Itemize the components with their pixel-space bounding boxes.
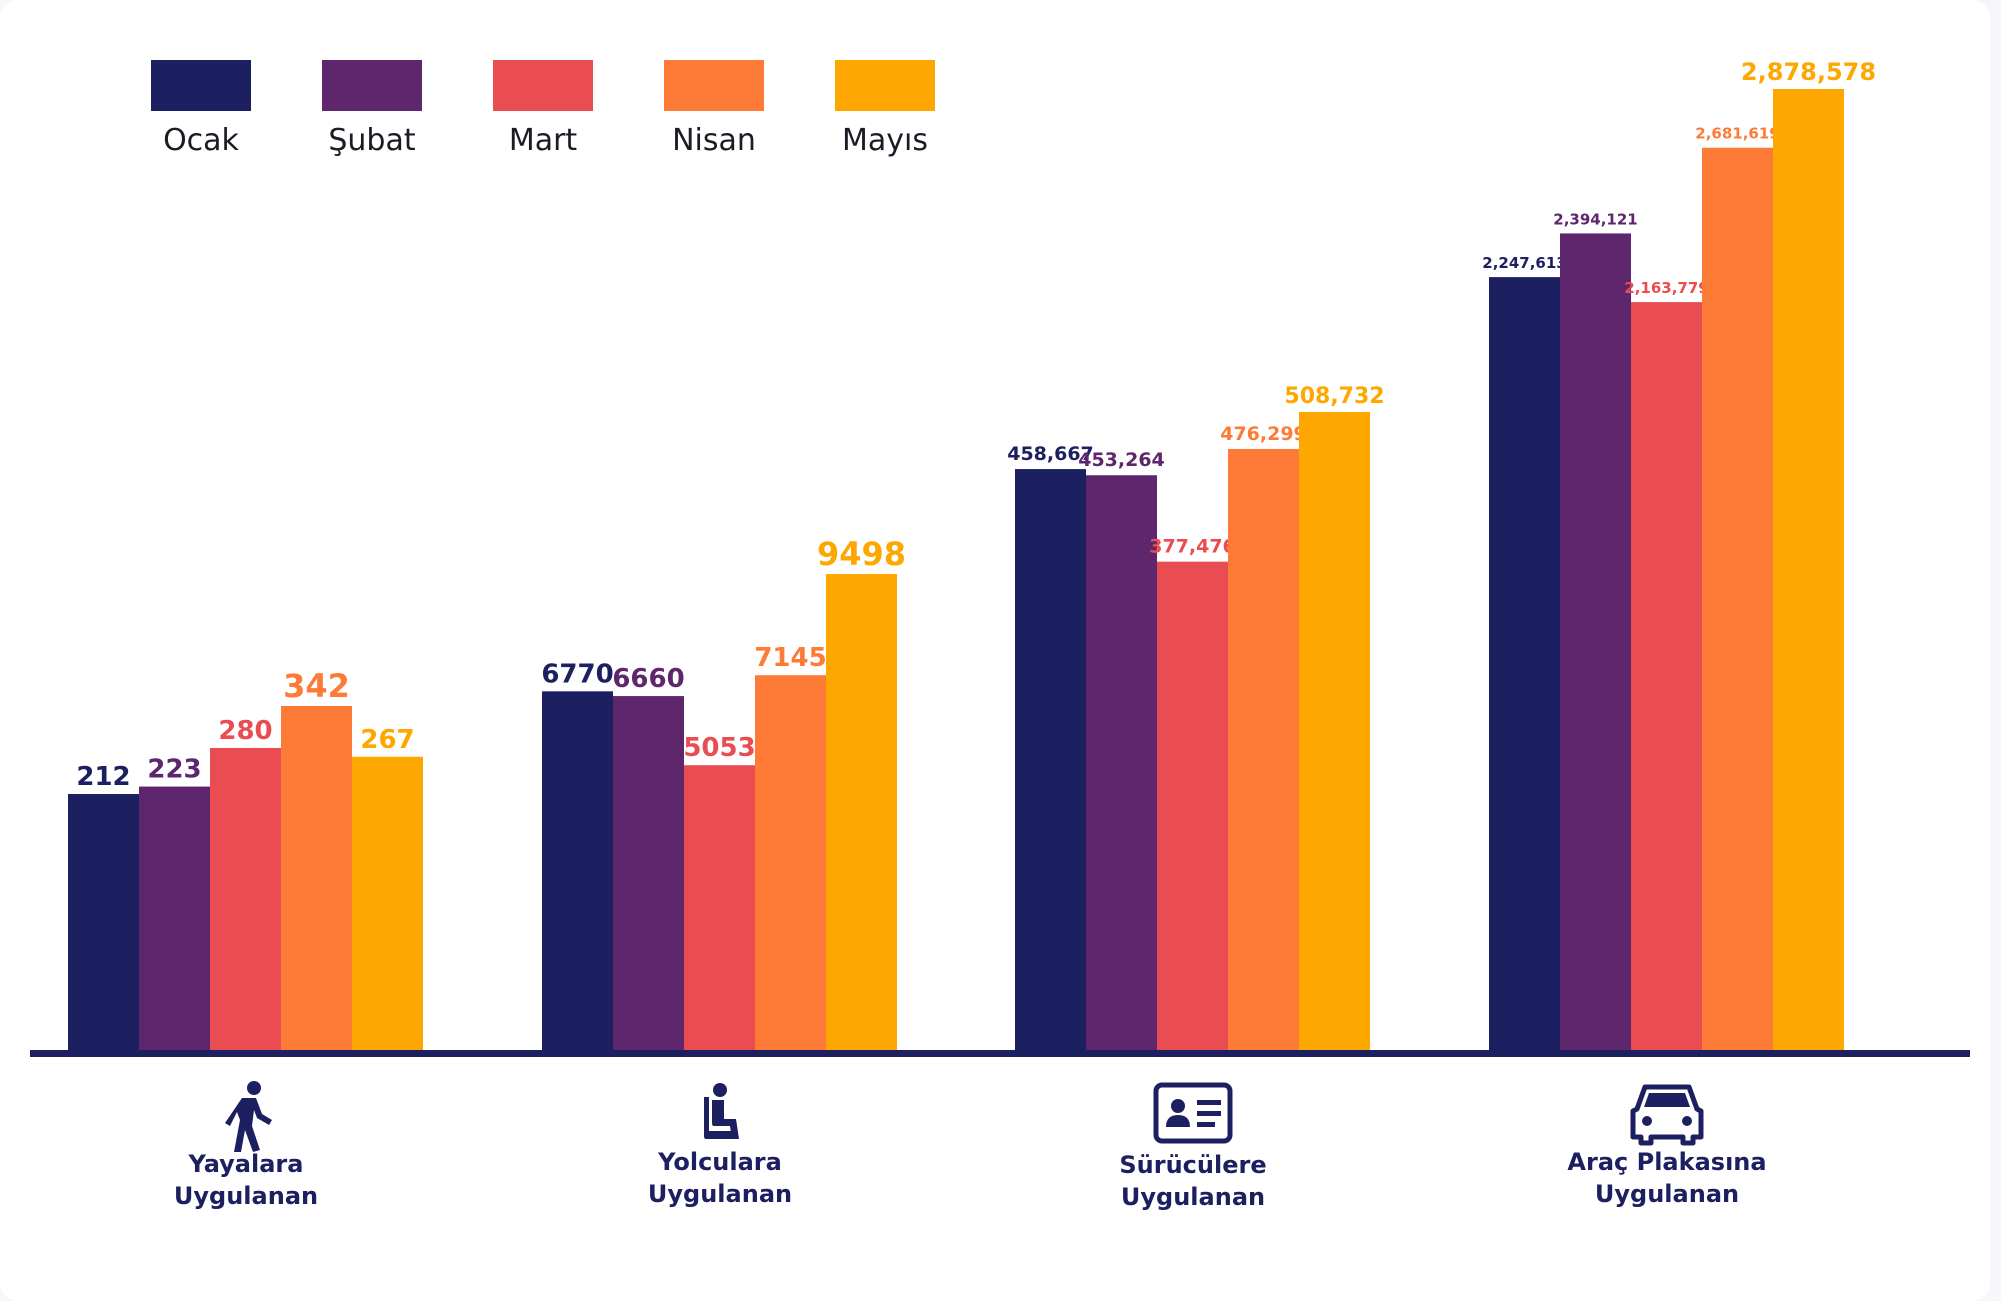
category-label-3-line-1: Sürücülere — [1119, 1151, 1266, 1179]
legend-label-5: Mayıs — [842, 123, 928, 158]
data-label-2-3: 5053 — [683, 733, 755, 763]
bar-2-1 — [542, 691, 613, 1050]
bar-2-4 — [755, 675, 826, 1050]
category-label-2-line-1: Yolculara — [657, 1148, 782, 1176]
bar-1-5 — [352, 756, 423, 1050]
data-label-4-5: 2,878,578 — [1741, 58, 1876, 86]
legend-swatch-5 — [835, 60, 935, 111]
id-card-icon — [1153, 1082, 1233, 1144]
data-label-4-4: 2,681,619 — [1695, 125, 1779, 143]
data-label-3-3: 377,476 — [1149, 536, 1236, 558]
bar-2-5 — [826, 574, 897, 1050]
legend-swatch-1 — [151, 60, 251, 111]
bar-1-3 — [210, 747, 281, 1050]
data-label-1-4: 342 — [283, 667, 350, 705]
data-label-3-5: 508,732 — [1284, 384, 1384, 409]
bar-1-4 — [281, 706, 352, 1050]
bar-4-1 — [1489, 277, 1560, 1050]
category-label-1-line-2: Uygulanan — [174, 1182, 318, 1210]
category-icons — [225, 1081, 1704, 1152]
data-label-1-3: 280 — [218, 716, 272, 746]
data-label-4-3: 2,163,779 — [1624, 279, 1708, 297]
seated-passenger-icon — [704, 1083, 739, 1139]
data-label-1-5: 267 — [360, 725, 414, 755]
data-label-2-1: 6770 — [541, 659, 613, 689]
data-label-2-2: 6660 — [612, 664, 684, 694]
legend: Ocak Şubat Mart Nisan Mayıs — [151, 60, 935, 158]
car-icon — [1630, 1084, 1704, 1146]
category-label-2-line-2: Uygulanan — [648, 1180, 792, 1208]
data-label-3-1: 458,667 — [1007, 443, 1094, 465]
legend-label-3: Mart — [509, 123, 578, 158]
data-label-2-4: 7145 — [754, 643, 826, 673]
bar-4-3 — [1631, 302, 1702, 1051]
bar-2-2 — [613, 696, 684, 1050]
data-label-3-2: 453,264 — [1078, 449, 1165, 471]
bar-4-5 — [1773, 89, 1844, 1050]
bar-group-1: 212 223 280 342 267 — [68, 667, 423, 1050]
legend-label-1: Ocak — [163, 123, 239, 158]
bar-3-4 — [1228, 448, 1299, 1050]
legend-label-2: Şubat — [328, 123, 415, 158]
baseline-axis — [30, 1050, 1970, 1057]
bar-2-3 — [684, 765, 755, 1050]
category-label-1-line-1: Yayalara — [188, 1150, 304, 1178]
data-label-1-1: 212 — [76, 762, 130, 792]
bar-3-2 — [1086, 475, 1157, 1050]
legend-swatch-3 — [493, 60, 593, 111]
data-label-4-2: 2,394,121 — [1553, 210, 1637, 228]
data-label-3-4: 476,299 — [1220, 423, 1307, 445]
category-labels: Yayalara Uygulanan Yolculara Uygulanan Sürüc… — [174, 1148, 1767, 1211]
data-label-1-2: 223 — [147, 755, 201, 785]
data-label-4-1: 2,247,613 — [1482, 254, 1566, 272]
bar-1-1 — [68, 794, 139, 1050]
bar-1-2 — [139, 786, 210, 1050]
category-label-3-line-2: Uygulanan — [1121, 1183, 1265, 1211]
pedestrian-icon — [225, 1081, 272, 1152]
bar-3-3 — [1157, 561, 1228, 1050]
bar-4-2 — [1560, 233, 1631, 1051]
legend-swatch-2 — [322, 60, 422, 111]
bar-group-4: 2,247,613 2,394,121 2,163,779 2,681,619 2,87… — [1482, 58, 1876, 1051]
bar-4-4 — [1702, 147, 1773, 1050]
category-label-4-line-2: Uygulanan — [1595, 1180, 1739, 1208]
legend-swatch-4 — [664, 60, 764, 111]
bar-3-5 — [1299, 412, 1370, 1050]
data-label-2-5: 9498 — [817, 535, 906, 573]
category-label-4-line-1: Araç Plakasına — [1567, 1148, 1766, 1176]
legend-label-4: Nisan — [672, 123, 756, 158]
bar-3-1 — [1015, 469, 1086, 1050]
